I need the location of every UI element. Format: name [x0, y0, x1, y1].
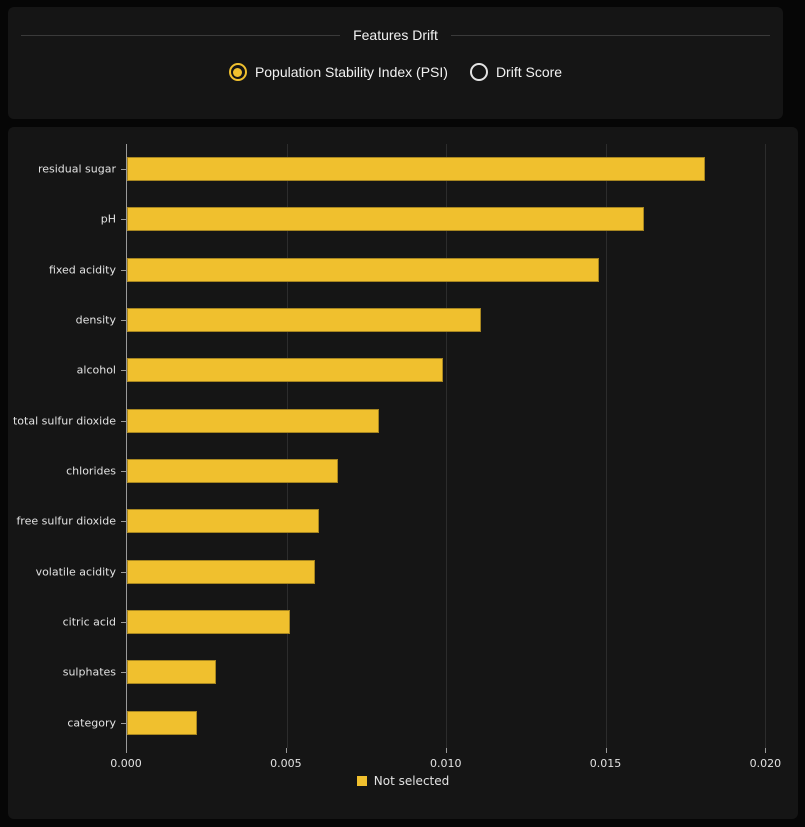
x-tick-label: 0.015: [589, 757, 622, 770]
legend-label: Not selected: [373, 774, 450, 788]
bar-sulphates: [127, 660, 217, 685]
bar-density: [127, 308, 482, 333]
y-tick-mark: [121, 169, 127, 171]
radio-option-population-stability-index-psi[interactable]: Population Stability Index (PSI): [228, 63, 448, 81]
category-label: category: [67, 716, 116, 730]
x-tick-label: 0.020: [749, 757, 782, 770]
y-tick-mark: [121, 269, 127, 271]
bar-chlorides: [127, 459, 338, 484]
gridline: [286, 144, 288, 748]
category-label: total sulfur dioxide: [12, 414, 116, 428]
y-tick-mark: [121, 320, 127, 322]
x-tick-label: 0.000: [110, 757, 142, 770]
bar-row: chlorides: [66, 446, 775, 496]
gridline: [446, 144, 448, 748]
radio-label[interactable]: Drift Score: [495, 64, 563, 80]
y-tick-mark: [121, 722, 127, 724]
gridline: [605, 144, 607, 748]
bar-row: sulphates: [63, 647, 775, 697]
divider-right: [450, 34, 770, 36]
y-tick-mark: [121, 471, 127, 473]
bar-row: category: [67, 698, 775, 748]
x-tick-label: 0.010: [429, 757, 462, 770]
x-tick-mark: [445, 748, 447, 753]
y-tick-mark: [121, 370, 127, 372]
chart-legend: Not selected: [8, 774, 798, 788]
bar-total-sulfur-dioxide: [127, 408, 380, 433]
gridline: [765, 144, 767, 748]
category-label: chlorides: [66, 464, 116, 478]
divider-left: [21, 34, 341, 36]
plot-area: residual sugar pH fixed acidity density alco…: [13, 144, 775, 748]
bar-free-sulfur-dioxide: [127, 509, 319, 534]
category-label: fixed acidity: [48, 263, 116, 277]
y-tick-mark: [121, 622, 127, 624]
x-tick-mark: [765, 748, 767, 753]
radio-option-drift-score[interactable]: Drift Score: [469, 63, 563, 81]
bar-rows: residual sugar pH fixed acidity density alco…: [13, 144, 775, 748]
x-tick-label: 0.005: [270, 757, 302, 770]
category-label: pH: [100, 212, 116, 226]
bar-row: pH: [101, 194, 775, 244]
category-label: volatile acidity: [35, 565, 116, 579]
y-tick-mark: [121, 420, 127, 422]
y-tick-mark: [121, 219, 127, 221]
panel-header: Features Drift: [21, 7, 770, 42]
bar-alcohol: [127, 358, 444, 383]
category-label: sulphates: [62, 665, 116, 679]
features-drift-panel: Features Drift Population Stability Inde…: [8, 7, 783, 119]
bar-category: [127, 710, 198, 735]
radio-unselected-icon[interactable]: [469, 63, 488, 81]
bar-row: residual sugar: [38, 144, 775, 194]
x-tick-mark: [605, 748, 607, 753]
bar-citric-acid: [127, 610, 290, 635]
bar-row: free sulfur dioxide: [16, 496, 775, 546]
category-label: residual sugar: [37, 162, 116, 176]
bar-row: density: [76, 295, 775, 345]
category-label: free sulfur dioxide: [16, 514, 116, 528]
bar-row: citric acid: [63, 597, 775, 647]
y-tick-mark: [121, 521, 127, 523]
x-axis: 0.000 0.005 0.010 0.015 0.020: [110, 748, 781, 778]
panel-title: Features Drift: [353, 27, 438, 43]
bar-pH: [127, 207, 645, 232]
metric-radio-group: Population Stability Index (PSI) Drift Sc…: [8, 63, 783, 81]
radio-label[interactable]: Population Stability Index (PSI): [254, 64, 448, 80]
radio-selected-icon[interactable]: [228, 63, 247, 81]
x-tick-mark: [285, 748, 287, 753]
legend-swatch: [356, 776, 367, 786]
bar-residual-sugar: [127, 157, 705, 182]
y-tick-mark: [121, 672, 127, 674]
bar-row: alcohol: [77, 345, 775, 395]
bar-fixed-acidity: [127, 257, 600, 282]
y-tick-mark: [121, 571, 127, 573]
radio-dot: [233, 67, 243, 77]
category-label: citric acid: [62, 615, 116, 629]
bar-row: total sulfur dioxide: [13, 396, 775, 446]
feature-drift-chart-panel: residual sugar pH fixed acidity density alco…: [8, 127, 798, 819]
category-label: density: [75, 313, 116, 327]
bar-volatile-acidity: [127, 559, 316, 584]
x-tick-mark: [126, 748, 127, 753]
category-label: alcohol: [76, 363, 116, 377]
bar-row: volatile acidity: [36, 547, 775, 597]
bar-row: fixed acidity: [49, 245, 775, 295]
